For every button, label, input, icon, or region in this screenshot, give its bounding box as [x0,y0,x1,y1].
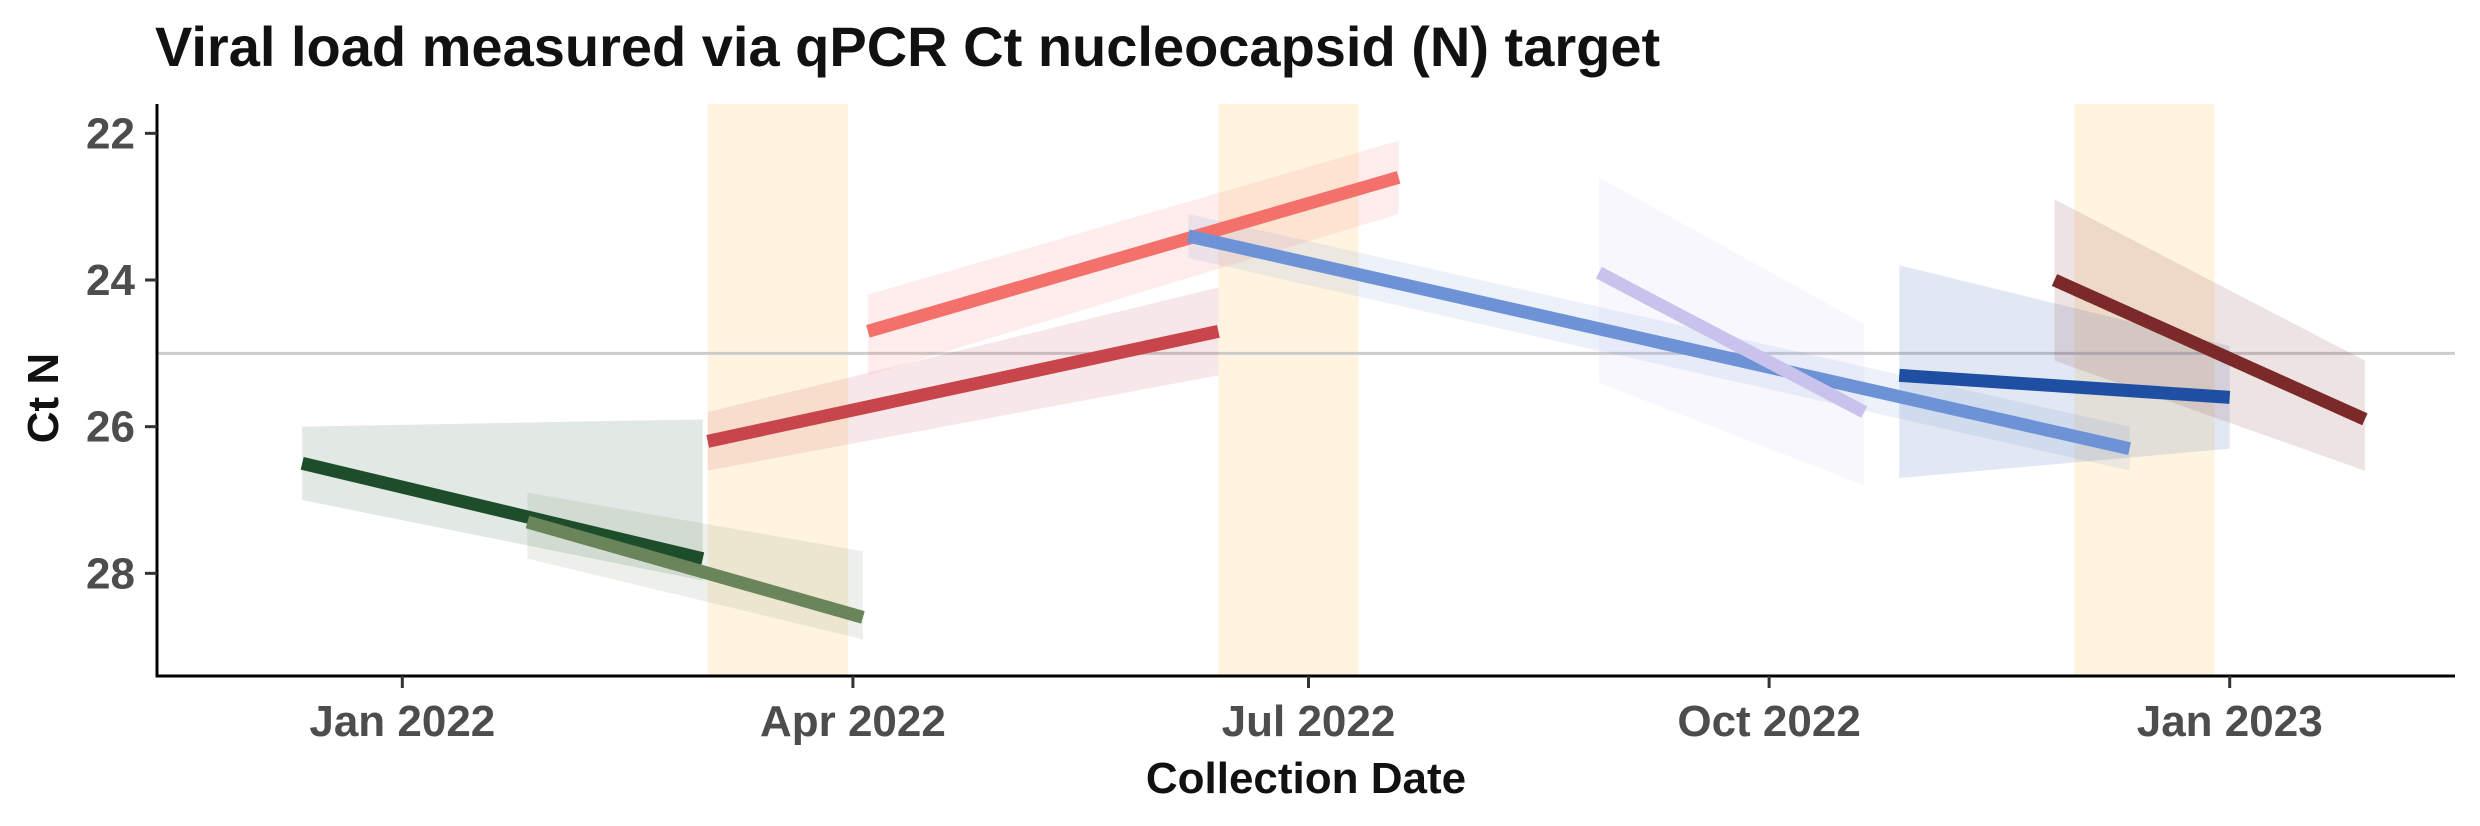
shaded-periods [707,104,2215,676]
x-tick-label: Apr 2022 [760,697,946,746]
x-tick-label: Jan 2023 [2137,697,2323,746]
trend-line-8 [2051,274,2368,426]
y-tick-label: 28 [86,549,135,598]
y-axis-title: Ct N [19,353,68,443]
y-tick-label: 22 [86,109,135,158]
trend-line-3 [706,324,1220,448]
confidence-band-3 [707,287,1219,471]
x-tick-label: Oct 2022 [1677,697,1860,746]
x-tick-label: Jan 2022 [309,697,495,746]
x-axis-title: Collection Date [1146,754,1466,803]
trend-line-7 [1898,368,2231,404]
axes [155,104,2455,678]
trend-line-4 [866,171,1401,338]
confidence-band-7 [1899,265,2230,478]
trend-line-6 [1595,266,1868,418]
y-tick-label: 24 [86,256,135,305]
y-axis-ticks: 22 24 26 28 [86,109,157,598]
trend-line-5 [1186,229,2132,456]
chart-title: Viral load measured via qPCR Ct nucleoca… [155,15,1661,78]
x-axis-ticks: Jan 2022 Apr 2022 Jul 2022 Oct 2022 Jan 2023 [309,676,2323,746]
y-tick-label: 26 [86,403,135,452]
trend-line-2 [525,515,865,624]
trend-line-1 [300,457,705,565]
confidence-band-8 [2054,199,2365,471]
x-tick-label: Jul 2022 [1222,697,1396,746]
confidence-band-6 [1598,177,1865,486]
trend-lines [300,171,2368,624]
